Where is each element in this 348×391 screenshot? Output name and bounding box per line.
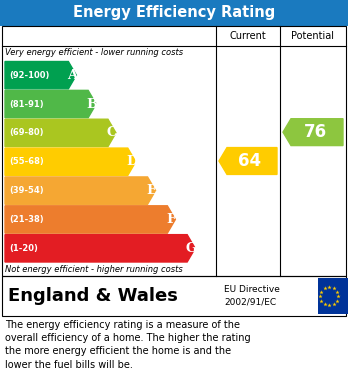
Text: 76: 76 [303,123,326,141]
Text: Not energy efficient - higher running costs: Not energy efficient - higher running co… [5,265,183,274]
Text: 64: 64 [238,152,262,170]
Bar [2,276,346,316]
Text: (92-100): (92-100) [9,71,49,80]
Polygon shape [5,177,156,204]
Text: (81-91): (81-91) [9,100,44,109]
Bar [318,278,348,314]
Text: Potential: Potential [292,31,334,41]
Text: 2002/91/EC: 2002/91/EC [224,298,276,307]
Text: Very energy efficient - lower running costs: Very energy efficient - lower running co… [5,48,183,57]
Bar [2,276,346,316]
Text: EU Directive: EU Directive [224,285,280,294]
Polygon shape [5,61,76,89]
Text: D: D [126,155,137,168]
Polygon shape [5,235,195,262]
Bar [0,0,348,26]
Bar [2,26,346,276]
Text: F: F [167,213,176,226]
Text: (1-20): (1-20) [9,244,38,253]
Text: (55-68): (55-68) [9,157,44,166]
Polygon shape [5,206,175,233]
Text: England & Wales: England & Wales [8,287,178,305]
Text: A: A [67,69,78,82]
Polygon shape [5,119,116,147]
Text: B: B [87,97,98,111]
Polygon shape [5,90,96,118]
Text: (69-80): (69-80) [9,128,44,137]
Polygon shape [283,119,343,145]
Text: Current: Current [230,31,266,41]
Text: C: C [107,126,117,140]
Text: The energy efficiency rating is a measure of the
overall efficiency of a home. T: The energy efficiency rating is a measur… [5,320,251,369]
Text: G: G [185,242,197,255]
Text: E: E [147,184,157,197]
Text: Energy Efficiency Rating: Energy Efficiency Rating [73,5,275,20]
Text: (21-38): (21-38) [9,215,44,224]
Polygon shape [5,148,136,176]
Polygon shape [219,147,277,174]
Text: (39-54): (39-54) [9,186,44,195]
